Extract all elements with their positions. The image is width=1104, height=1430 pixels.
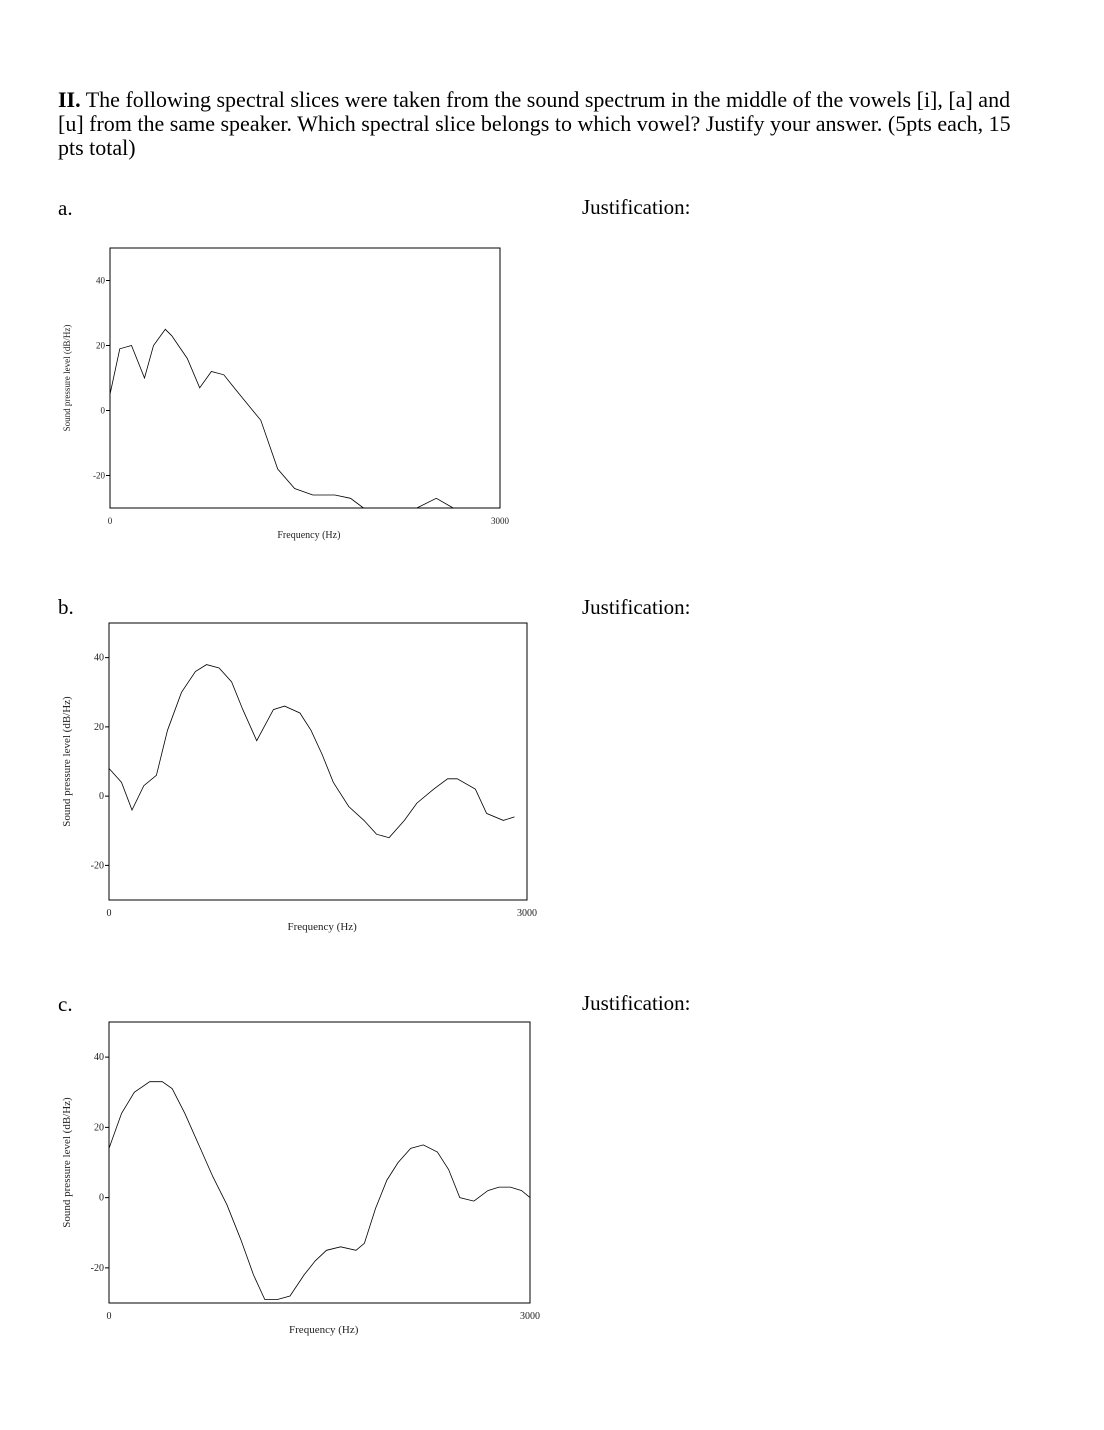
chart-c-xtick-label-min: 0 bbox=[107, 1311, 112, 1322]
chart-c-series-line-0 bbox=[108, 1081, 531, 1300]
chart-c-xtick-label-max: 3000 bbox=[520, 1311, 540, 1322]
chart-c-ytick-label: 40 bbox=[94, 1052, 104, 1063]
chart-a-ytick-label: 40 bbox=[96, 276, 106, 286]
part-c-label: c. bbox=[58, 992, 73, 1016]
part-c-justification-label: Justification: bbox=[582, 991, 691, 1015]
spectrum-chart-b: 40 20 0 -20 0 3000 Frequency (Hz) Sound pressur… bbox=[61, 622, 537, 933]
chart-b-series-line-0 bbox=[108, 664, 515, 839]
chart-c-y-axis-label: Sound pressure level (dB/Hz) bbox=[61, 1097, 73, 1228]
chart-a-ytick-label: -20 bbox=[93, 471, 105, 481]
chart-b-ytick-label: -20 bbox=[91, 860, 104, 871]
spectrum-chart-c: 40 20 0 -20 0 3000 Frequency (Hz) Sound pressur… bbox=[61, 1021, 540, 1336]
chart-b-xtick-label-min: 0 bbox=[107, 908, 112, 919]
chart-a-xtick-label-min: 0 bbox=[108, 516, 113, 526]
chart-a-y-axis-label: Sound pressure level (dB/Hz) bbox=[62, 325, 72, 432]
spectrum-chart-a: 40 20 0 -20 0 3000 Frequency (Hz) Sound pressur… bbox=[62, 247, 510, 541]
chart-a-ytick-label: 0 bbox=[101, 406, 106, 416]
chart-b-frame bbox=[108, 622, 528, 901]
chart-b-x-axis-label: Frequency (Hz) bbox=[288, 921, 358, 933]
part-b-justification-label: Justification: bbox=[582, 595, 691, 619]
chart-b-ytick-label: 0 bbox=[99, 791, 104, 802]
chart-b-ytick-label: 20 bbox=[94, 722, 104, 733]
chart-c-ytick-label: 0 bbox=[99, 1193, 104, 1204]
chart-b-ytick-label: 40 bbox=[94, 653, 104, 664]
chart-a-series-line-0 bbox=[109, 328, 364, 509]
part-b-label: b. bbox=[58, 595, 74, 619]
part-a-justification-label: Justification: bbox=[582, 195, 691, 219]
chart-c-ytick-label: -20 bbox=[91, 1263, 104, 1274]
question-number: II. bbox=[58, 87, 81, 112]
question-body: The following spectral slices were taken… bbox=[58, 87, 1011, 160]
chart-a-series-line-1 bbox=[416, 497, 454, 509]
chart-a-xtick-label-max: 3000 bbox=[491, 516, 510, 526]
question-text: II. The following spectral slices were t… bbox=[58, 88, 1038, 160]
part-a-label: a. bbox=[58, 196, 73, 220]
chart-c-ytick-label: 20 bbox=[94, 1122, 104, 1133]
chart-a-frame bbox=[109, 247, 501, 509]
chart-b-y-axis-label: Sound pressure level (dB/Hz) bbox=[61, 696, 73, 827]
chart-c-frame bbox=[108, 1021, 531, 1304]
chart-a-ytick-label: 20 bbox=[96, 341, 106, 351]
chart-a-x-axis-label: Frequency (Hz) bbox=[277, 530, 340, 541]
chart-b-xtick-label-max: 3000 bbox=[517, 908, 537, 919]
chart-c-x-axis-label: Frequency (Hz) bbox=[289, 1324, 359, 1336]
